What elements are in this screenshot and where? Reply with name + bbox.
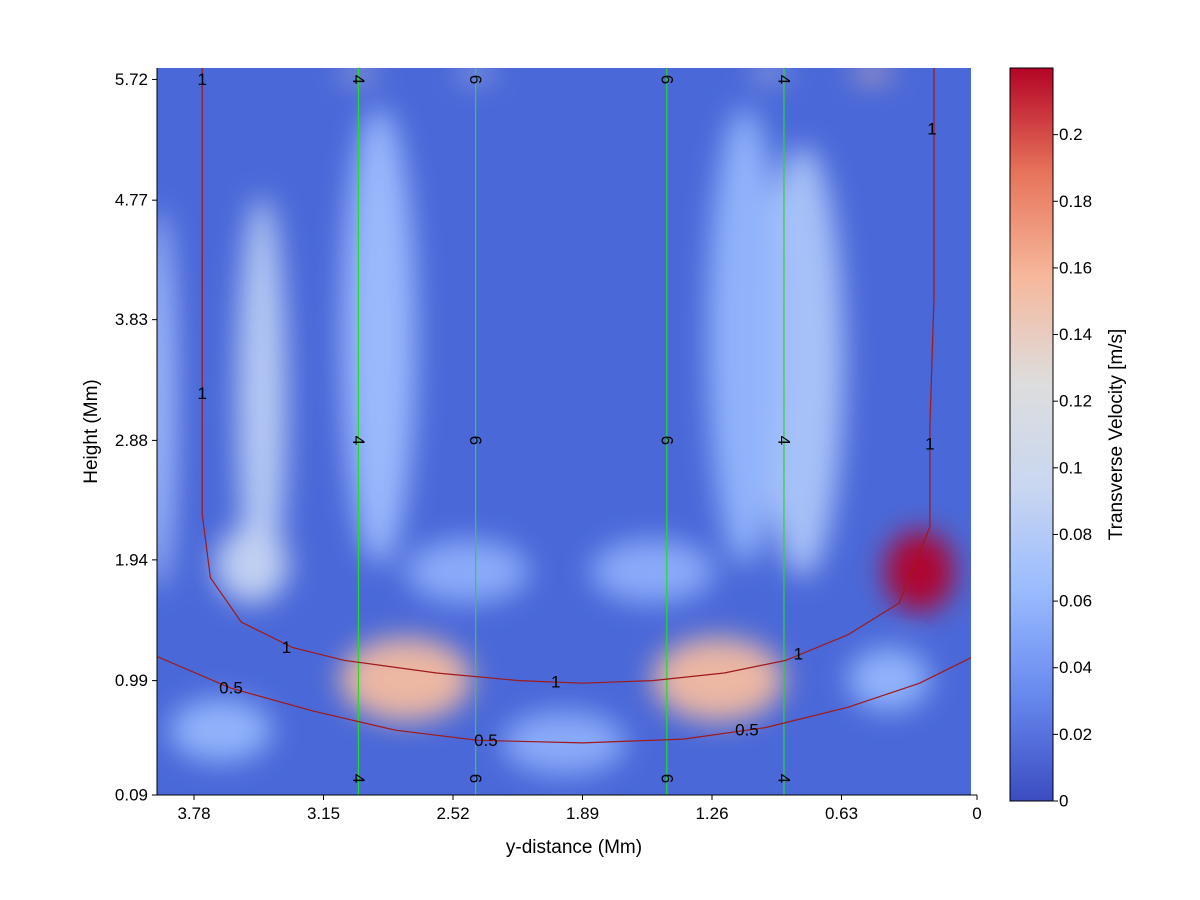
red-contour-label-1-2: 0.5 <box>735 721 759 740</box>
x-tick-label: 3.15 <box>307 804 340 823</box>
axes: 0.09 0.99 1.94 2.88 3.83 4.77 5.72 3.78 3.15 2.52… <box>81 68 982 858</box>
red-contour-label-0-5: 1 <box>927 120 936 139</box>
y-tick-label: 5.72 <box>115 70 148 89</box>
red-contour-line-1 <box>157 655 971 744</box>
green-contour-label-2-2: 6 <box>657 774 676 783</box>
heatmap-hotspot-14 <box>169 698 273 762</box>
heatmap-hotspot-7 <box>237 196 287 604</box>
colorbar-tick-label: 0.16 <box>1059 258 1092 277</box>
red-contour-label-0-6: 1 <box>925 435 934 454</box>
green-contour-label-1-2: 6 <box>466 774 485 783</box>
red-contour-label-0-2: 1 <box>282 638 291 657</box>
colorbar-label: Transverse Velocity [m/s] <box>1106 329 1127 541</box>
x-tick-label: 3.78 <box>177 804 210 823</box>
contours: 4 4 4 6 6 6 6 6 6 4 4 4 1 1 1 1 1 1 1 0.5 0.5 0.5 <box>157 68 971 795</box>
heatmap-hotspot-0 <box>339 637 472 722</box>
heatmap-hotspot-11 <box>707 107 782 565</box>
green-contour-label-3-0: 4 <box>774 75 793 84</box>
colorbar-tick-label: 0.08 <box>1059 525 1092 544</box>
red-contour-label-0-3: 1 <box>551 672 560 691</box>
y-tick-label: 4.77 <box>115 191 148 210</box>
colorbar-tick-label: 0.1 <box>1059 458 1083 477</box>
colorbar-tick-label: 0.06 <box>1059 592 1092 611</box>
heatmap-hotspot-13 <box>847 647 930 712</box>
colorbar-tick-label: 0.14 <box>1059 325 1092 344</box>
colorbar-tick-label: 0 <box>1059 792 1068 811</box>
colorbar-tick-label: 0.18 <box>1059 192 1092 211</box>
x-tick-label: 1.26 <box>695 804 728 823</box>
green-contour-label-0-1: 4 <box>349 436 368 445</box>
colorbar-tick-label: 0.12 <box>1059 392 1092 411</box>
colorbar: 0 0.02 0.04 0.06 0.08 0.1 0.12 0.14 0.16 0.18 0.2 T… <box>1009 67 1127 811</box>
x-tick-label: 0.63 <box>825 804 858 823</box>
y-tick-label: 0.99 <box>115 671 148 690</box>
green-contour-label-3-2: 4 <box>774 774 793 783</box>
green-contour-label-2-0: 6 <box>657 75 676 84</box>
heatmap-hotspot-1 <box>652 637 784 722</box>
red-contour-label-1-0: 0.5 <box>219 679 243 698</box>
green-contour-label-1-0: 6 <box>466 75 485 84</box>
x-axis-label: y-distance (Mm) <box>506 837 642 858</box>
colorbar-tick-label: 0.04 <box>1059 658 1092 677</box>
red-contour-label-1-1: 0.5 <box>474 731 498 750</box>
heatmap-hotspot-9 <box>214 526 289 604</box>
green-contour-label-0-2: 4 <box>349 774 368 783</box>
heatmap-hotspot-17 <box>590 539 715 604</box>
red-contour-label-0-0: 1 <box>197 70 206 89</box>
heatmap-hotspot-12 <box>157 209 176 591</box>
y-tick-label: 1.94 <box>115 550 148 569</box>
heatmap-hotspot-8 <box>761 145 844 578</box>
y-tick-label: 2.88 <box>115 431 148 450</box>
y-tick-label: 0.09 <box>115 786 148 805</box>
y-tick-label: 3.83 <box>115 310 148 329</box>
red-contour-line-0 <box>201 68 935 684</box>
x-tick-label: 2.52 <box>436 804 469 823</box>
green-contour-label-2-1: 6 <box>657 436 676 445</box>
x-tick-label: 1.89 <box>566 804 599 823</box>
x-tick-label: 0 <box>972 804 981 823</box>
green-contour-label-0-0: 4 <box>349 75 368 84</box>
heatmap-hotspot-10 <box>342 107 416 565</box>
colorbar-tick-label: 0.2 <box>1059 125 1083 144</box>
y-axis-label: Height (Mm) <box>81 379 102 484</box>
green-contour-label-3-1: 4 <box>774 436 793 445</box>
red-contour-label-0-4: 1 <box>794 644 803 663</box>
heatmap-hotspot-2 <box>884 530 955 612</box>
plot-area <box>157 68 971 795</box>
red-contour-label-0-1: 1 <box>197 384 206 403</box>
heatmap-hotspot-3 <box>851 68 893 80</box>
heatmap-hotspot-16 <box>405 539 530 604</box>
green-contour-label-1-1: 6 <box>466 436 485 445</box>
heatmap-hotspot-6 <box>751 68 789 79</box>
colorbar-tick-label: 0.02 <box>1059 725 1092 744</box>
colorbar-gradient <box>1009 67 1054 802</box>
